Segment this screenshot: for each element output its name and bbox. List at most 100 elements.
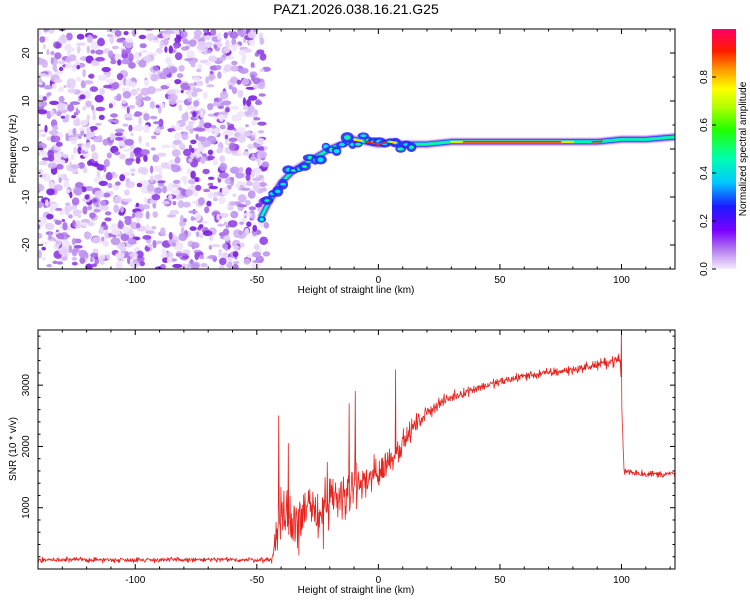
spectrogram-noise-blob — [204, 206, 210, 214]
spectrogram-noise-blob — [125, 78, 131, 87]
spectrogram-noise-blob — [164, 46, 168, 53]
spectrogram-noise-blob — [166, 256, 173, 264]
spectrogram-noise-blob — [230, 65, 239, 72]
snr-y-label: SNR (10 * v/v) — [8, 417, 19, 481]
spectrogram-ridge-peak — [591, 140, 603, 143]
spectrogram-noise-blob — [174, 241, 182, 249]
spectrogram-noise-blob — [46, 49, 50, 56]
spectrogram-noise-blob — [188, 158, 193, 163]
spectrogram-noise-blob — [127, 238, 137, 245]
spectrogram-noise-blob — [41, 257, 47, 261]
spectrogram-noise-blob — [195, 212, 202, 222]
spectrogram-noise-blob — [259, 53, 267, 61]
colorbar-ticks: 0.0 0.2 0.4 0.6 0.8 — [699, 70, 716, 276]
spectrogram-noise-blob — [168, 66, 178, 74]
spectrogram-ridge-core — [301, 165, 308, 168]
spectrogram-noise-blob — [136, 227, 147, 232]
spectrogram-noise-blob — [257, 256, 264, 261]
spectrogram-noise-blob — [212, 157, 218, 166]
spectrogram-noise-blob — [184, 58, 194, 62]
spectrogram-noise-blob — [201, 153, 207, 158]
spectrogram-noise-blob — [65, 56, 72, 64]
spectrogram-noise-blob — [38, 152, 41, 156]
spectrogram-y-tick-label: 10 — [21, 95, 32, 107]
spectrogram-noise-blob — [147, 243, 154, 248]
spectrogram-noise-blob — [123, 30, 129, 36]
spectrogram-noise-blob — [191, 200, 199, 204]
spectrogram-noise-blob — [42, 43, 46, 50]
spectrogram-y-ticks: -20 -10 0 10 20 — [21, 28, 675, 270]
spectrogram-noise-blob — [222, 228, 230, 236]
spectrogram-noise-blob — [161, 248, 167, 254]
spectrogram-noise-blob — [75, 76, 82, 82]
spectrogram-noise-blob — [71, 238, 76, 246]
spectrogram-noise-blob — [39, 36, 46, 43]
snr-y-tick-label: 1000 — [21, 496, 32, 519]
spectrogram-noise-blob — [156, 152, 167, 157]
spectrogram-noise-blob — [88, 74, 95, 79]
spectrogram-noise-blob — [136, 182, 143, 188]
spectrogram-noise-blob — [135, 250, 144, 259]
spectrogram-noise-blob — [98, 114, 105, 121]
spectrogram-noise-blob — [161, 144, 171, 149]
spectrogram-noise-blob — [171, 188, 181, 196]
spectrogram-noise-blob — [180, 30, 188, 39]
spectrogram-noise-blob — [239, 242, 245, 248]
spectrogram-noise-blob — [252, 214, 256, 219]
spectrogram-noise-blob — [104, 217, 112, 222]
spectrogram-noise-blob — [250, 169, 255, 178]
spectrogram-noise-blob — [102, 138, 109, 146]
spectrogram-noise-blob — [125, 37, 133, 43]
spectrogram-noise-blob — [38, 224, 41, 230]
spectrogram-noise-blob — [92, 113, 96, 121]
spectrogram-noise-blob — [63, 180, 70, 188]
spectrogram-noise-blob — [104, 211, 112, 216]
spectrogram-ridge-core — [360, 134, 367, 138]
spectrogram-noise-blob — [169, 209, 179, 215]
spectrogram-noise-blob — [99, 200, 107, 206]
spectrogram-noise-blob — [130, 168, 136, 173]
spectrogram-noise-blob — [41, 133, 46, 137]
spectrogram-noise-blob — [237, 127, 246, 134]
spectrogram-noise-blob — [60, 156, 65, 161]
spectrogram-noise-blob — [122, 148, 131, 152]
spectrogram-noise-blob — [237, 134, 246, 143]
spectrogram-noise-blob — [78, 249, 88, 259]
spectrogram-noise-blob — [87, 205, 93, 211]
spectrogram-noise-blob — [154, 88, 165, 92]
spectrogram-noise-blob — [116, 73, 124, 81]
spectrogram-noise-blob — [152, 39, 161, 44]
spectrogram-noise-blob — [187, 105, 198, 110]
spectrogram-noise-blob — [68, 136, 78, 141]
spectrogram-noise-blob — [86, 34, 93, 43]
spectrogram-noise-blob — [185, 125, 191, 131]
spectrogram-x-tick-label: -100 — [125, 275, 145, 286]
spectrogram-noise-blob — [110, 229, 121, 235]
spectrogram-noise-blob — [56, 163, 64, 170]
spectrogram-noise-blob — [181, 113, 189, 122]
spectrogram-noise-blob — [110, 223, 119, 232]
spectrogram-noise-blob — [65, 62, 72, 69]
spectrogram-noise-blob — [226, 256, 234, 262]
spectrogram-noise-blob — [44, 178, 53, 182]
spectrogram-noise-blob — [237, 29, 246, 37]
spectrogram-noise-blob — [223, 32, 228, 39]
spectrogram-noise-blob — [167, 239, 177, 244]
spectrogram-noise-blob — [241, 187, 251, 191]
spectrogram-noise-blob — [155, 187, 163, 194]
spectrogram-noise-blob — [168, 194, 173, 201]
spectrogram-noise-blob — [219, 91, 229, 100]
spectrogram-noise-blob — [217, 32, 222, 41]
spectrogram-noise-blob — [114, 53, 122, 62]
spectrogram-noise-blob — [136, 87, 141, 92]
spectrogram-noise-blob — [70, 101, 80, 105]
spectrogram-noise-blob — [83, 166, 88, 174]
spectrogram-noise-blob — [73, 187, 83, 196]
spectrogram-noise-blob — [181, 46, 189, 51]
spectrogram-noise-blob — [142, 204, 150, 210]
spectrogram-noise-blob — [181, 132, 189, 141]
spectrogram-noise-blob — [248, 95, 258, 101]
spectrogram-noise-blob — [80, 219, 91, 224]
spectrogram-noise-blob — [219, 257, 227, 266]
spectrogram-noise-blob — [175, 122, 180, 127]
